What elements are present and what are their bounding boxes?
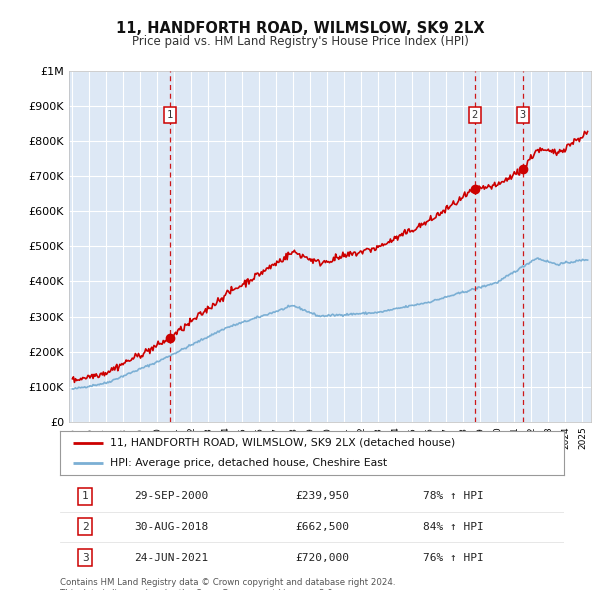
- Text: £720,000: £720,000: [295, 553, 349, 562]
- Text: 2: 2: [82, 522, 89, 532]
- Text: 1: 1: [82, 491, 89, 501]
- Text: 76% ↑ HPI: 76% ↑ HPI: [423, 553, 484, 562]
- Text: 78% ↑ HPI: 78% ↑ HPI: [423, 491, 484, 501]
- Text: 84% ↑ HPI: 84% ↑ HPI: [423, 522, 484, 532]
- Text: 29-SEP-2000: 29-SEP-2000: [134, 491, 208, 501]
- Text: HPI: Average price, detached house, Cheshire East: HPI: Average price, detached house, Ches…: [110, 458, 388, 468]
- Text: Contains HM Land Registry data © Crown copyright and database right 2024.: Contains HM Land Registry data © Crown c…: [60, 578, 395, 586]
- Text: 11, HANDFORTH ROAD, WILMSLOW, SK9 2LX (detached house): 11, HANDFORTH ROAD, WILMSLOW, SK9 2LX (d…: [110, 438, 455, 448]
- Text: 1: 1: [167, 110, 173, 120]
- Text: £239,950: £239,950: [295, 491, 349, 501]
- Text: 30-AUG-2018: 30-AUG-2018: [134, 522, 208, 532]
- Text: This data is licensed under the Open Government Licence v3.0.: This data is licensed under the Open Gov…: [60, 589, 335, 590]
- Text: 2: 2: [472, 110, 478, 120]
- Text: 24-JUN-2021: 24-JUN-2021: [134, 553, 208, 562]
- Text: 11, HANDFORTH ROAD, WILMSLOW, SK9 2LX: 11, HANDFORTH ROAD, WILMSLOW, SK9 2LX: [116, 21, 484, 35]
- Text: 3: 3: [520, 110, 526, 120]
- Text: Price paid vs. HM Land Registry's House Price Index (HPI): Price paid vs. HM Land Registry's House …: [131, 35, 469, 48]
- Text: £662,500: £662,500: [295, 522, 349, 532]
- Text: 3: 3: [82, 553, 89, 562]
